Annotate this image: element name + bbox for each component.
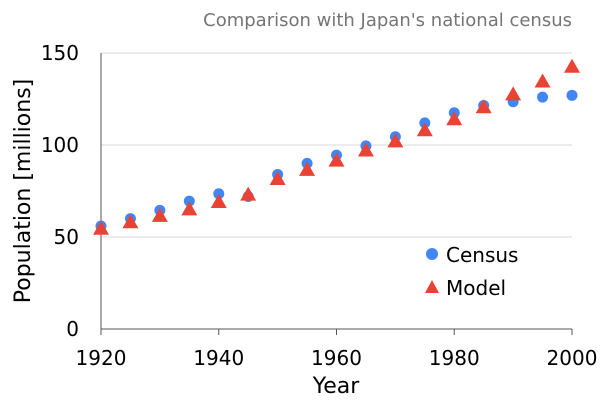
y-axis-label: Population [millions]	[11, 79, 36, 304]
model-point	[210, 194, 227, 209]
y-tick-label: 100	[41, 133, 79, 157]
model-point	[269, 171, 286, 186]
x-tick-label: 1920	[76, 346, 127, 370]
model-point	[357, 142, 374, 157]
model-point	[93, 220, 109, 235]
legend-marker-model	[425, 280, 439, 293]
census-point	[566, 89, 578, 101]
y-tick-label: 150	[41, 41, 79, 65]
model-point	[505, 86, 522, 101]
model-point	[446, 111, 463, 126]
legend: Census Model	[425, 243, 518, 300]
legend-label-model: Model	[446, 276, 506, 300]
census-point	[537, 91, 549, 103]
legend-marker-census	[426, 248, 438, 260]
census-point	[213, 188, 225, 200]
legend-label-census: Census	[446, 243, 518, 267]
x-tick-label: 1960	[311, 346, 362, 370]
gridlines	[101, 52, 572, 238]
model-point	[328, 152, 345, 167]
data-marks	[93, 58, 580, 235]
model-point	[534, 73, 551, 88]
x-tick-label: 1940	[193, 346, 244, 370]
x-tick-label: 2000	[547, 346, 598, 370]
chart-title: Comparison with Japan's national census	[203, 10, 572, 31]
model-point	[181, 201, 198, 216]
model-point	[387, 133, 404, 148]
model-point	[151, 207, 168, 222]
model-point	[299, 161, 316, 176]
x-axis-label: Year	[312, 374, 361, 399]
model-point	[122, 214, 139, 229]
x-tick-label: 1980	[429, 346, 480, 370]
model-point	[475, 99, 492, 114]
census-point	[183, 195, 195, 207]
model-point	[240, 186, 257, 201]
model-point	[564, 58, 580, 73]
x-tick-labels: 1920 1940 1960 1980 2000	[76, 329, 598, 370]
y-tick-label: 0	[66, 317, 79, 341]
y-tick-label: 50	[54, 225, 79, 249]
y-tick-labels: 0 50 100 150	[41, 41, 79, 341]
model-point	[416, 122, 433, 137]
